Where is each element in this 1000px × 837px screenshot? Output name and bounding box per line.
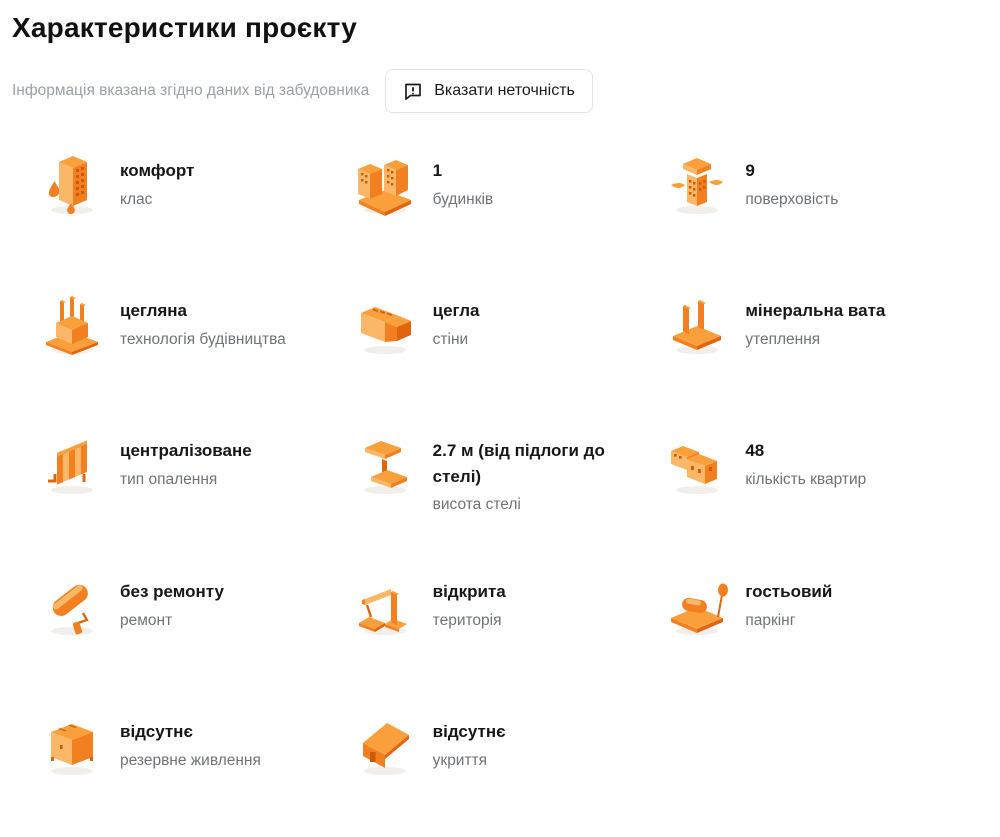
- buildings-count-icon: [353, 152, 417, 216]
- characteristic-value: цегла: [432, 301, 480, 320]
- characteristic-label: висота стелі: [432, 496, 521, 513]
- subheader: Інформація вказана згідно даних від забу…: [12, 68, 988, 114]
- characteristic-value: 9: [745, 161, 755, 180]
- page-title: Характеристики проєкту: [12, 12, 358, 43]
- characteristic-value: цегляна: [120, 301, 188, 320]
- characteristic-label: будинків: [432, 190, 494, 208]
- characteristic-item: відсутнє резервне живлення: [40, 711, 353, 795]
- floors-icon: [665, 152, 729, 216]
- ceiling-height-icon: [353, 432, 417, 496]
- characteristic-item: цегляна технологія будівництва: [40, 290, 353, 374]
- characteristic-label: резервне живлення: [120, 751, 261, 769]
- characteristic-label: територія: [432, 611, 502, 629]
- shelter-icon: [353, 713, 417, 777]
- apartments-icon: [665, 432, 729, 496]
- characteristics-grid: комфорт клас 1 будинків 9 поверховість ц…: [40, 150, 978, 795]
- characteristic-label: укриття: [432, 751, 488, 769]
- disclaimer-text: Інформація вказана згідно даних від забу…: [12, 82, 370, 99]
- characteristic-label: поверховість: [745, 190, 839, 208]
- characteristic-item: 1 будинків: [353, 150, 666, 234]
- characteristic-item: без ремонту ремонт: [40, 571, 353, 655]
- characteristic-item: 9 поверховість: [665, 150, 978, 234]
- characteristic-value: 48: [745, 441, 765, 460]
- characteristic-value: гостьовий: [745, 582, 833, 602]
- characteristic-value: 1: [432, 161, 443, 180]
- characteristic-item: гостьовий паркінг: [665, 571, 978, 655]
- heating-icon: [40, 432, 104, 496]
- characteristic-value: централізоване: [120, 441, 252, 460]
- report-inaccuracy-button[interactable]: Вказати неточність: [385, 69, 593, 113]
- report-bubble-icon: [403, 81, 423, 101]
- characteristic-label: технологія будівництва: [120, 330, 286, 348]
- characteristic-value: відкрита: [432, 582, 506, 602]
- backup-power-icon: [40, 713, 104, 777]
- parking-icon: [665, 573, 729, 637]
- characteristic-label: кількість квартир: [745, 470, 867, 488]
- characteristic-value: 2.7 м (від підлоги до стелі): [432, 441, 605, 486]
- characteristic-label: стіни: [432, 330, 469, 348]
- characteristic-item: 2.7 м (від підлоги до стелі) висота стел…: [353, 430, 666, 515]
- walls-icon: [353, 292, 417, 356]
- characteristic-item: цегла стіни: [353, 290, 666, 374]
- characteristic-label: тип опалення: [120, 470, 218, 488]
- characteristic-label: паркінг: [745, 611, 796, 629]
- characteristic-value: мінеральна вата: [745, 301, 886, 320]
- characteristic-item: відкрита територія: [353, 571, 666, 655]
- renovation-icon: [40, 573, 104, 637]
- characteristic-label: клас: [120, 190, 153, 208]
- characteristic-item: відсутнє укриття: [353, 711, 666, 795]
- characteristic-item: мінеральна вата утеплення: [665, 290, 978, 374]
- characteristic-item: 48 кількість квартир: [665, 430, 978, 515]
- characteristic-label: утеплення: [745, 330, 821, 348]
- report-button-label: Вказати неточність: [434, 82, 575, 99]
- building-class-icon: [40, 152, 104, 216]
- characteristic-item: централізоване тип опалення: [40, 430, 353, 515]
- characteristic-value: без ремонту: [120, 582, 224, 602]
- construction-tech-icon: [40, 292, 104, 356]
- insulation-icon: [665, 292, 729, 356]
- characteristic-label: ремонт: [120, 611, 173, 629]
- characteristic-item: комфорт клас: [40, 150, 353, 234]
- characteristic-value: відсутнє: [432, 722, 506, 742]
- territory-icon: [353, 573, 417, 637]
- characteristic-value: комфорт: [120, 161, 195, 180]
- characteristic-value: відсутнє: [120, 722, 193, 742]
